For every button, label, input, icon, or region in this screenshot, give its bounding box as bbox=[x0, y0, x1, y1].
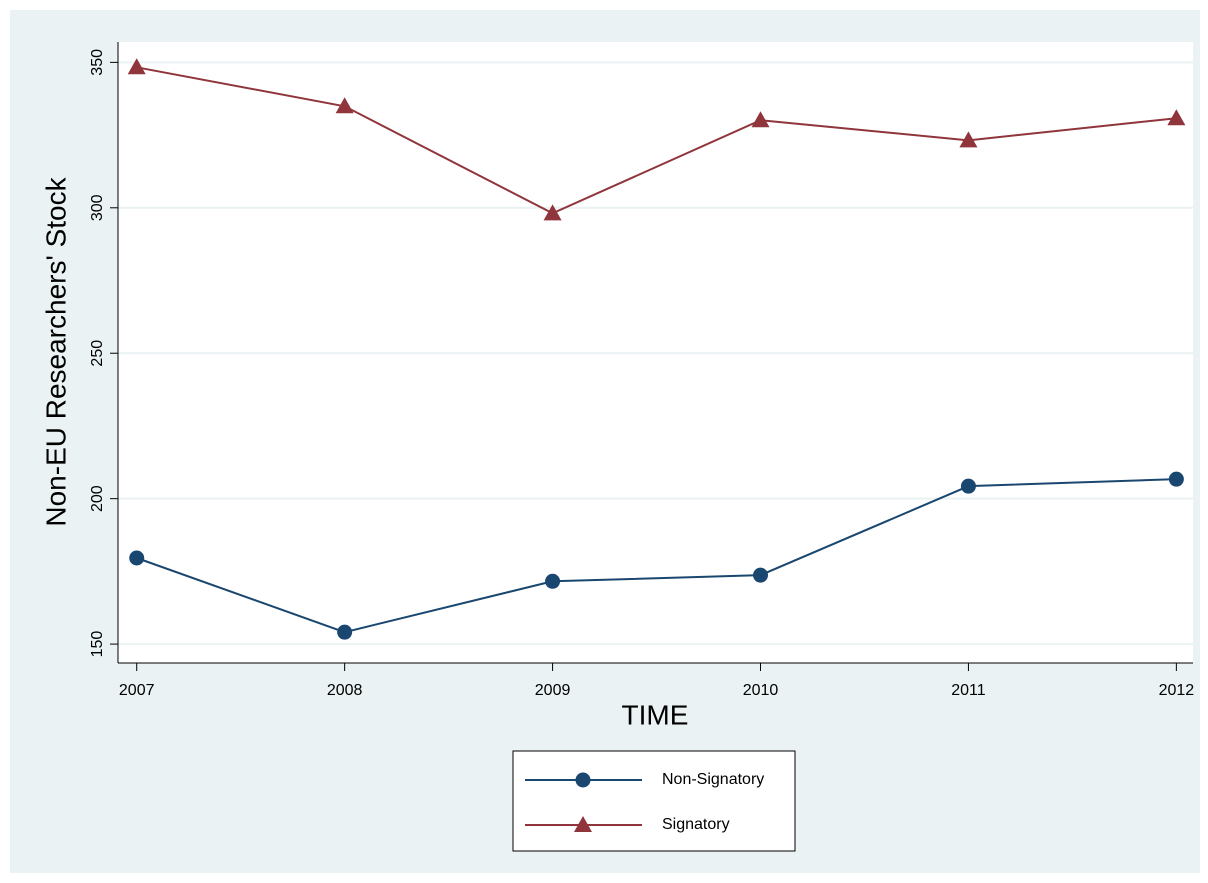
marker bbox=[1168, 471, 1184, 487]
marker bbox=[335, 97, 354, 114]
y-axis-title: Non-EU Researchers' Stock bbox=[40, 176, 71, 526]
marker bbox=[960, 478, 976, 494]
x-tick-label: 2011 bbox=[951, 682, 986, 699]
legend-label: Non-Signatory bbox=[662, 771, 764, 788]
marker bbox=[753, 567, 769, 583]
marker bbox=[751, 111, 770, 128]
series-line bbox=[136, 66, 1177, 215]
x-axis-title: TIME bbox=[622, 699, 689, 730]
legend-box bbox=[512, 750, 796, 852]
x-tick-label: 2009 bbox=[535, 682, 571, 699]
marker bbox=[543, 204, 562, 221]
marker bbox=[1167, 109, 1186, 126]
x-tick-label: 2010 bbox=[743, 682, 779, 699]
marker bbox=[337, 624, 353, 640]
y-tick-label: 200 bbox=[89, 485, 106, 512]
y-tick-label: 300 bbox=[89, 194, 106, 221]
marker bbox=[545, 573, 561, 589]
y-tick-label: 250 bbox=[89, 340, 106, 367]
series-line bbox=[136, 478, 1177, 634]
y-tick-label: 350 bbox=[89, 49, 106, 76]
legend-label: Signatory bbox=[662, 816, 730, 833]
marker bbox=[959, 131, 978, 148]
legend-marker bbox=[575, 772, 591, 788]
marker bbox=[127, 58, 146, 75]
x-tick-label: 2012 bbox=[1159, 682, 1195, 699]
x-tick-label: 2007 bbox=[119, 682, 155, 699]
x-tick-label: 2008 bbox=[327, 682, 363, 699]
legend-marker bbox=[574, 816, 592, 832]
y-tick-label: 150 bbox=[89, 631, 106, 658]
marker bbox=[129, 550, 145, 566]
